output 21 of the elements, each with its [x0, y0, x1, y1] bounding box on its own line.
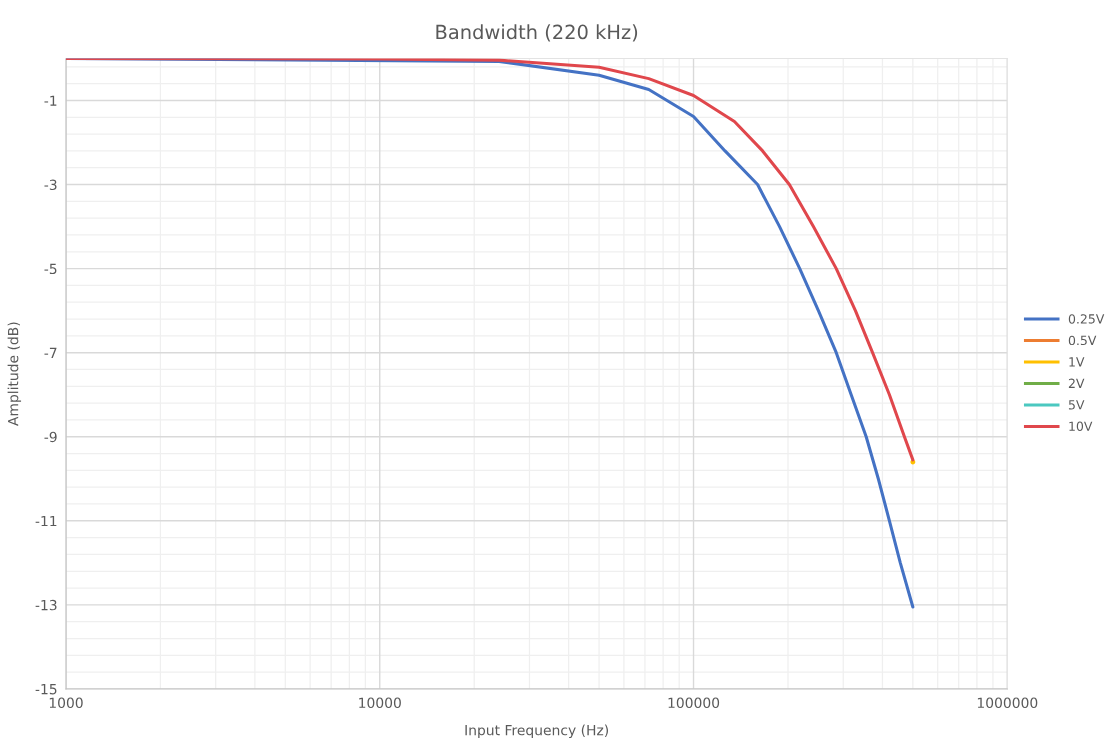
legend-label: 5V [1068, 400, 1085, 410]
y-tick-label: -13 [35, 599, 57, 611]
y-tick-label: -1 [44, 95, 57, 106]
chart-title: Bandwidth (220 kHz) [436, 24, 638, 42]
legend-label: 0.25V [1068, 314, 1105, 324]
x-tick-label: 1000000 [977, 697, 1038, 709]
legend-label: 1V [1069, 357, 1085, 367]
x-tick-label: 1000 [49, 697, 83, 709]
y-tick-label: -15 [35, 684, 57, 695]
y-tick-label: -11 [35, 515, 57, 527]
x-tick-label: 100000 [668, 697, 720, 709]
x-axis-title: Input Frequency (Hz) [465, 724, 608, 739]
legend-label: 10V [1069, 421, 1093, 432]
legend-label: 0.5V [1068, 335, 1097, 346]
x-tick-label: 10000 [359, 697, 401, 709]
y-tick-label: -9 [44, 431, 57, 443]
y-tick-label: -3 [44, 179, 57, 191]
legend-label: 2V [1068, 378, 1085, 388]
y-axis-title: Amplitude (dB) [7, 322, 22, 426]
y-tick-label: -5 [44, 263, 57, 275]
y-tick-label: -7 [44, 347, 57, 358]
